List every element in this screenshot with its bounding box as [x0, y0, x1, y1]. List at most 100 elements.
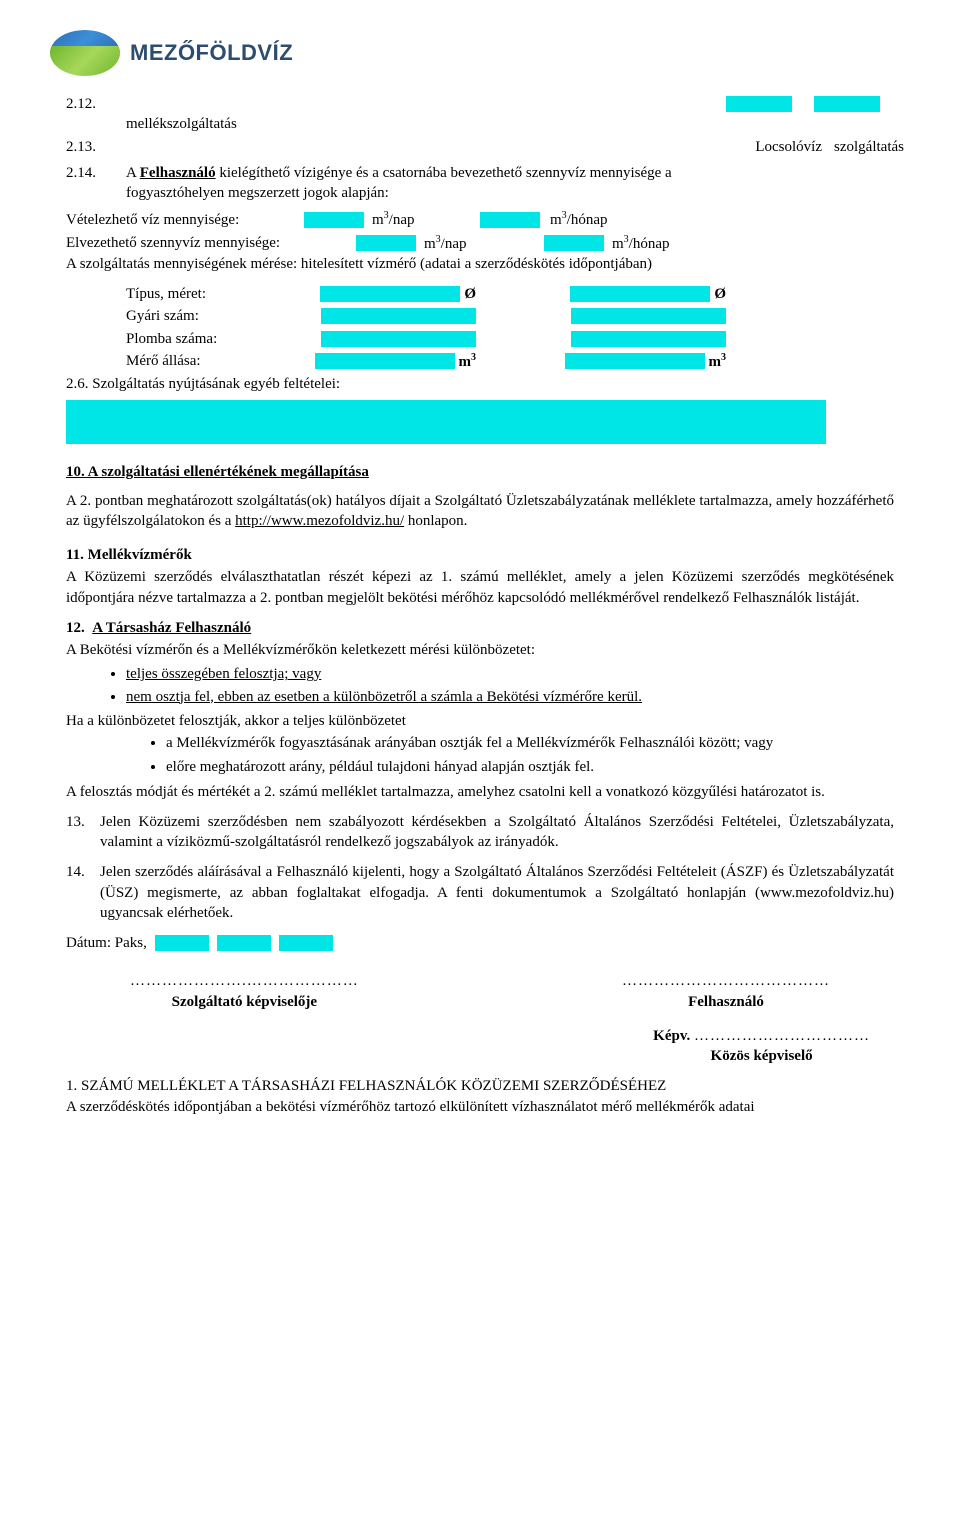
- meter-row-serial: Gyári szám:: [126, 306, 910, 326]
- unit: m3: [709, 351, 727, 372]
- kepv-label: Képv.: [653, 1028, 690, 1044]
- text-bold: Felhasználó: [140, 165, 216, 181]
- section-12-intro: A Bekötési vízmérőn és a Mellékvízmérőkö…: [50, 640, 910, 660]
- unit: m3/hónap: [550, 209, 608, 230]
- signature-line: ………………….…………………: [130, 971, 359, 991]
- field-highlight: [155, 935, 209, 951]
- representative-row: Képv. …………………………… Közös képviselő: [50, 1026, 870, 1067]
- field-highlight: [321, 331, 476, 347]
- logo-header: MEZŐFÖLDVÍZ: [50, 30, 910, 76]
- row-water-supply: Vételezhető víz mennyisége: m3/nap m3/hó…: [50, 209, 910, 230]
- unit: m3/hónap: [612, 233, 670, 254]
- section-13-body: Jelen Közüzemi szerződésben nem szabályo…: [100, 812, 894, 853]
- row-label: Elvezethető szennyvíz mennyisége:: [66, 233, 356, 253]
- meter-note: A szolgáltatás mennyiségének mérése: hit…: [50, 254, 910, 274]
- bullet-item: előre meghatározott arány, például tulaj…: [166, 757, 910, 777]
- section-2-12-label: mellékszolgáltatás: [126, 116, 237, 132]
- meter-row-seal: Plomba száma:: [126, 329, 910, 349]
- date-row: Dátum: Paks,: [50, 933, 910, 953]
- kepv-sublabel: Közös képviselő: [711, 1048, 813, 1064]
- text: A: [126, 165, 140, 181]
- field-highlight: [217, 935, 271, 951]
- section-10-body: A 2. pontban meghatározott szolgáltatás(…: [66, 491, 894, 532]
- section-2-12-number: 2.12.: [50, 94, 110, 114]
- section-2-14-line2: fogyasztóhelyen megszerzett jogok alapjá…: [66, 183, 910, 203]
- row-sewage: Elvezethető szennyvíz mennyisége: m3/nap…: [50, 233, 910, 254]
- meter-label: Gyári szám:: [126, 306, 296, 326]
- field-highlight: [570, 286, 710, 302]
- field-highlight: [279, 935, 333, 951]
- row-label: Vételezhető víz mennyisége:: [66, 210, 296, 230]
- section-2-14: 2.14. A Felhasználó kielégíthető vízigén…: [50, 163, 910, 204]
- section-2-12: 2.12. Lakossági mellékszolgáltatás: [50, 94, 910, 135]
- text: kielégíthető vízigénye és a csatornába b…: [216, 165, 672, 181]
- section-2-13-label2: szolgáltatás: [834, 137, 904, 157]
- section-12-title: 12. A Társasház Felhasználó: [66, 618, 910, 638]
- bullet-item: teljes összegében felosztja; vagy: [126, 664, 910, 684]
- section-10-title: 10. A szolgáltatási ellenértékének megál…: [66, 462, 910, 482]
- bullet-item: a Mellékvízmérők fogyasztásának arányába…: [166, 733, 910, 753]
- footer: 1. SZÁMÚ MELLÉKLET A TÁRSASHÁZI FELHASZN…: [66, 1076, 894, 1117]
- meter-label: Mérő állása:: [126, 351, 296, 371]
- meter-label: Plomba száma:: [126, 329, 296, 349]
- section-12-bullets: teljes összegében felosztja; vagy nem os…: [106, 664, 910, 707]
- signature-line: …………………………………: [622, 971, 830, 991]
- bullet-text-struck: teljes összegében felosztja; vagy: [126, 666, 321, 682]
- link-text[interactable]: http://www.mezofoldviz.hu/: [235, 513, 404, 529]
- text: honlapon.: [404, 513, 467, 529]
- signature-line: ……………………………: [694, 1028, 870, 1044]
- signature-label: Felhasználó: [688, 994, 764, 1010]
- field-highlight: [304, 212, 364, 228]
- section-14-body: Jelen szerződés aláírásával a Felhasznál…: [100, 862, 894, 923]
- logo-text: MEZŐFÖLDVÍZ: [130, 38, 293, 68]
- section-2-14-number: 2.14.: [66, 163, 126, 183]
- section-14: 14. Jelen szerződés aláírásával a Felhas…: [66, 862, 894, 923]
- section-12-end: A felosztás módját és mértékét a 2. szám…: [66, 782, 894, 802]
- section-12-mid: Ha a különbözetet felosztják, akkor a te…: [50, 711, 910, 731]
- bullet-text: nem osztja fel, ebben az esetben a külön…: [126, 689, 642, 705]
- field-highlight: [321, 308, 476, 324]
- section-2-13: 2.13. Locsolóvíz szolgáltatás: [50, 137, 910, 157]
- field-highlight: [315, 353, 455, 369]
- meter-label: Típus, méret:: [126, 284, 296, 304]
- field-highlight: [356, 235, 416, 251]
- footer-line1: 1. SZÁMÚ MELLÉKLET A TÁRSASHÁZI FELHASZN…: [66, 1076, 894, 1096]
- meter-row-reading: Mérő állása: m3 m3: [126, 351, 910, 372]
- field-highlight: [726, 96, 792, 112]
- diameter-mark: Ø: [464, 284, 476, 304]
- unit: m3/nap: [424, 233, 544, 254]
- unit: m3: [459, 351, 477, 372]
- field-highlight: [544, 235, 604, 251]
- large-highlight-block: [66, 400, 826, 444]
- bullet-item: nem osztja fel, ebben az esetben a külön…: [126, 687, 910, 707]
- field-highlight: [814, 96, 880, 112]
- field-highlight: [565, 353, 705, 369]
- signature-provider: ………………….………………… Szolgáltató képviselője: [130, 971, 359, 1012]
- field-highlight: [320, 286, 460, 302]
- footer-line2: A szerződéskötés időpontjában a bekötési…: [66, 1097, 894, 1117]
- field-highlight: [571, 308, 726, 324]
- section-11-title: 11. Mellékvízmérők: [66, 545, 910, 565]
- field-highlight: [571, 331, 726, 347]
- section-14-number: 14.: [66, 862, 100, 923]
- text: A 2. pontban meghatározott szolgáltatás(…: [66, 493, 894, 529]
- unit: m3/nap: [372, 209, 462, 230]
- section-12-heading: A Társasház Felhasználó: [92, 620, 251, 636]
- section-2-13-number: 2.13.: [50, 137, 110, 157]
- meter-row-type: Típus, méret: Ø Ø: [126, 284, 910, 304]
- field-highlight: [480, 212, 540, 228]
- date-label: Dátum: Paks,: [66, 933, 147, 953]
- section-2-13-label: Locsolóvíz: [755, 137, 822, 157]
- section-2-6: 2.6. Szolgáltatás nyújtásának egyéb felt…: [50, 374, 910, 394]
- diameter-mark: Ø: [714, 284, 726, 304]
- section-13: 13. Jelen Közüzemi szerződésben nem szab…: [66, 812, 894, 853]
- signature-user: ………………………………… Felhasználó: [622, 971, 830, 1012]
- section-13-number: 13.: [66, 812, 100, 853]
- signature-row: ………………….………………… Szolgáltató képviselője …: [130, 971, 830, 1012]
- logo-icon: [50, 30, 120, 76]
- meter-table: Típus, méret: Ø Ø Gyári szám: Plomba szá…: [50, 284, 910, 372]
- section-12-sub-bullets: a Mellékvízmérők fogyasztásának arányába…: [146, 733, 910, 778]
- signature-label: Szolgáltató képviselője: [172, 994, 317, 1010]
- section-12-number: 12.: [66, 620, 85, 636]
- section-11-body: A Közüzemi szerződés elválaszthatatlan r…: [66, 567, 894, 608]
